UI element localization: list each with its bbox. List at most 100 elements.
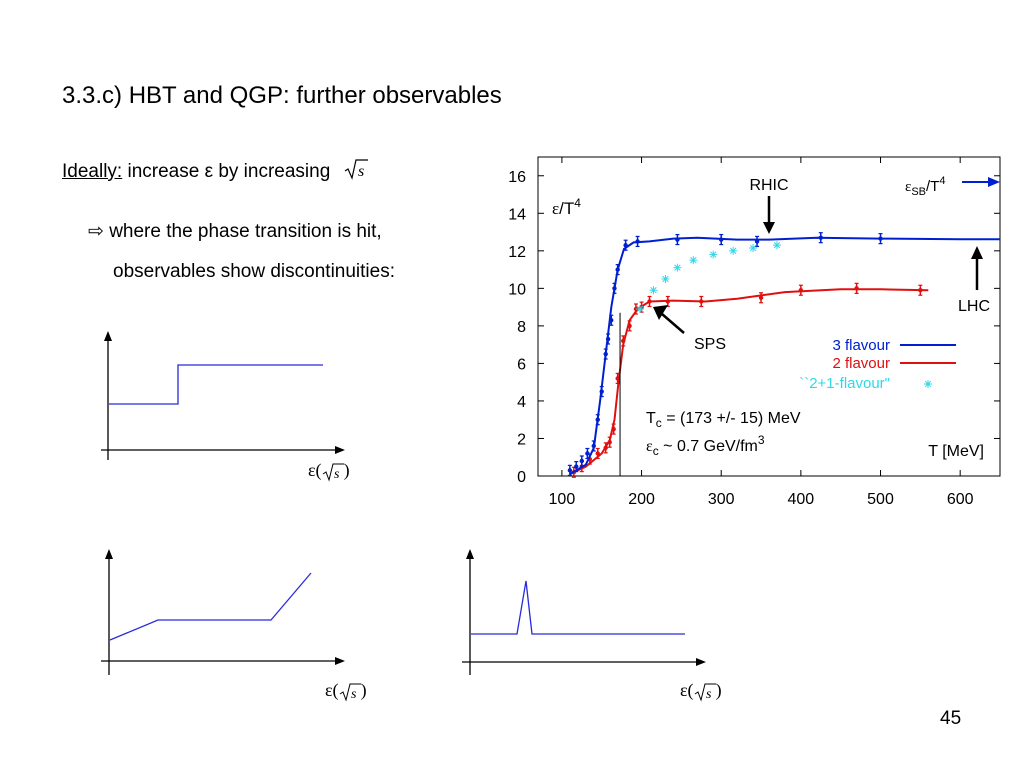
two-plus-one-point-stroke — [749, 244, 757, 252]
bullet-item: ⇨ where the phase transition is hit, — [88, 220, 382, 243]
three-flavour-point — [623, 239, 628, 251]
two-flavour-point — [665, 295, 671, 308]
sqrt-s-symbol: s — [344, 158, 368, 186]
sketch-step — [101, 331, 345, 460]
bullet-line-1: where the phase transition is hit, — [109, 221, 382, 242]
three-flavour-point-marker — [595, 417, 600, 422]
ideally-text: increase ε by increasing — [122, 161, 336, 183]
bullet-line-2: observables show discontinuities: — [113, 261, 395, 282]
three-flavour-point — [612, 282, 617, 294]
eps-sb-label: εSB/T4 — [905, 175, 945, 198]
plot-frame — [537, 156, 1001, 477]
two-flavour-point-marker — [647, 299, 652, 304]
three-flavour-point-marker — [579, 458, 585, 464]
two-flavour-point-marker — [603, 445, 608, 451]
x-tick-label: 300 — [708, 491, 735, 508]
x-tick-label: 400 — [788, 491, 815, 508]
sps-arrow-head — [653, 305, 668, 320]
sketch-step-xlabel: ε(s) — [308, 460, 350, 482]
y-tick-label: 2 — [517, 431, 526, 448]
two-flavour-point — [854, 282, 859, 294]
two-plus-one-point-stroke — [650, 287, 657, 294]
two-flavour-point-marker — [918, 288, 923, 293]
two-plus-one-point-stroke — [729, 247, 737, 255]
three-flavour-point-marker — [612, 286, 617, 291]
three-flavour-point-marker — [567, 468, 573, 473]
three-flavour-point-marker — [878, 236, 883, 241]
x-axis-label: T [MeV] — [928, 443, 984, 460]
svg-text:s: s — [334, 467, 340, 482]
three-flavour-point — [605, 333, 611, 345]
y-tick-label: 8 — [517, 319, 526, 336]
two-flavour-point — [607, 436, 612, 448]
svg-text:s: s — [351, 687, 357, 702]
three-flavour-point — [609, 314, 614, 326]
y-tick-label: 4 — [517, 394, 526, 411]
two-plus-one-point — [635, 304, 644, 313]
three-flavour-point-marker — [609, 318, 614, 323]
y-tick-label: 16 — [508, 169, 526, 186]
two-plus-one-point — [772, 241, 781, 250]
three-flavour-point-marker — [603, 351, 608, 357]
y-tick-label: 12 — [508, 244, 526, 261]
rhic-arrow-head — [763, 222, 775, 234]
y-tick-label: 0 — [517, 469, 526, 486]
three-flavour-point — [579, 455, 585, 467]
page-number: 45 — [940, 708, 962, 729]
three-flavour-point-marker — [719, 237, 724, 242]
three-flavour-point-marker — [605, 336, 611, 342]
two-plus-one-point-stroke — [636, 305, 644, 313]
three-flavour-point — [754, 235, 760, 248]
two-flavour-point — [699, 295, 704, 308]
y-tick-label: 6 — [517, 356, 526, 373]
two-plus-one-point-stroke — [690, 257, 697, 264]
three-flavour-point — [585, 447, 590, 460]
three-flavour-point-marker — [615, 267, 620, 272]
two-flavour-point — [758, 292, 764, 304]
legend-two-flavour-label: 2 flavour — [832, 355, 890, 372]
two-flavour-point-marker — [595, 451, 600, 456]
three-flavour-point-marker — [754, 239, 760, 244]
legend-two-plus-one-marker-stroke — [924, 380, 932, 388]
two-plus-one-point-stroke — [662, 275, 669, 283]
sketch-spike — [462, 549, 706, 675]
three-flavour-point-marker — [591, 443, 596, 449]
three-flavour-point — [567, 464, 573, 476]
two-plus-one-point-stroke — [773, 242, 781, 249]
three-flavour-point — [719, 233, 724, 246]
three-flavour-point-marker — [585, 451, 590, 456]
three-flavour-point-marker — [574, 464, 579, 469]
sketch-plateau-xlabel: ε(s) — [325, 680, 367, 702]
lhc-arrow-head — [971, 246, 983, 259]
two-flavour-point-marker — [607, 440, 612, 445]
x-tick-label: 600 — [947, 491, 974, 508]
three-flavour-point — [635, 235, 640, 248]
two-plus-one-point — [689, 256, 698, 265]
two-flavour-point — [611, 423, 616, 435]
two-plus-one-point — [661, 274, 670, 283]
y-tick-label: 10 — [508, 281, 526, 298]
svg-text:s: s — [706, 687, 712, 702]
slide-title: 3.3.c) HBT and QGP: further observables — [62, 82, 502, 109]
sketch-spike-xlabel: ε(s) — [680, 680, 722, 702]
three-flavour-point — [595, 414, 600, 426]
sketch-plateau — [101, 549, 345, 675]
two-plus-one-point — [729, 246, 738, 255]
two-plus-one-point — [709, 250, 718, 259]
two-flavour-point — [918, 284, 923, 296]
three-flavour-point — [818, 232, 823, 244]
eps-sb-arrow-head — [988, 177, 1000, 187]
two-flavour-point-marker — [627, 323, 632, 329]
two-flavour-point — [621, 335, 626, 347]
three-flavour-point — [574, 461, 579, 473]
y-axis-label: ε/T4 — [552, 196, 581, 218]
two-flavour-point — [615, 372, 620, 385]
legend-three-flavour-label: 3 flavour — [832, 337, 890, 354]
three-flavour-point — [591, 440, 596, 452]
three-flavour-point — [878, 233, 883, 245]
rhic-label: RHIC — [749, 177, 788, 194]
three-flavour-point — [675, 233, 680, 246]
two-flavour-point-marker — [611, 426, 616, 432]
sps-label: SPS — [694, 336, 726, 353]
